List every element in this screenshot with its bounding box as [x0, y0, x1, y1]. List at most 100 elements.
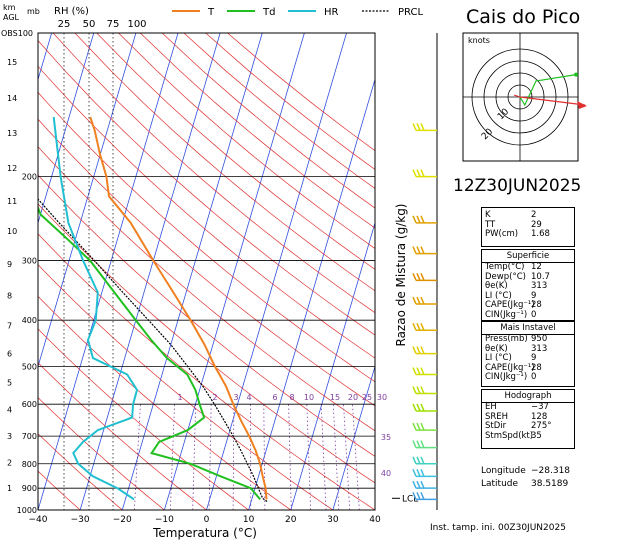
- legend-label: PRCL: [398, 7, 423, 18]
- latitude: Latitude 38.5189: [481, 479, 568, 489]
- unstable-row-label: CIN(Jkg⁻¹): [485, 372, 528, 382]
- mixing-ratio-line: [208, 404, 212, 510]
- wind-barb: [412, 367, 437, 376]
- wind-barb: [412, 123, 437, 132]
- isotherm: [206, 33, 347, 510]
- mixing-ratio-line: [332, 404, 340, 510]
- dry-adiabat: [38, 362, 207, 510]
- mixing-ratio-label: 35: [381, 433, 391, 442]
- surface-row-label: Temp(°C): [485, 262, 525, 272]
- tt-value: 29: [531, 219, 542, 230]
- pressure-tick: 700: [22, 432, 37, 441]
- x-tick: −10: [155, 515, 174, 525]
- mixing-ratio-line: [192, 404, 197, 510]
- unstable-row-label: Press(mb): [485, 334, 528, 344]
- k-value: 2: [531, 210, 537, 220]
- mixing-ratio-label: 40: [381, 469, 391, 478]
- unstable-row-label: LI (°C): [485, 353, 512, 363]
- height-tick: 11: [7, 197, 17, 206]
- dry-adiabat: [140, 33, 375, 229]
- wind-barb: [412, 322, 437, 332]
- dry-adiabat: [38, 65, 375, 359]
- x-tick: −30: [71, 515, 90, 525]
- latitude-label: Latitude: [481, 479, 519, 489]
- surface-panel: Superficie Temp(°C) 12 Dewp(°C) 10.7 θe(K) 31…: [481, 249, 575, 321]
- plot-frame: [37, 32, 376, 511]
- unstable-row: Press(mb) 950: [482, 334, 574, 345]
- mixing-ratio-label: 20: [348, 393, 358, 402]
- x-tick: −40: [29, 515, 48, 525]
- unstable-row-value: 28: [531, 362, 542, 373]
- pressure-tick: 400: [22, 316, 37, 325]
- x-axis-label: Temperatura (°C): [152, 526, 257, 540]
- surface-row: Temp(°C) 12: [482, 262, 574, 273]
- height-tick: 7: [7, 321, 12, 330]
- height-tick: 12: [7, 164, 17, 173]
- mixing-ratio-line: [232, 404, 235, 510]
- height-tick: 1: [7, 484, 12, 493]
- dry-adiabat: [38, 174, 375, 457]
- hodograph_panel-row-value: −37: [531, 402, 549, 412]
- unstable-row-value: 0: [531, 372, 537, 382]
- isotherm: [248, 78, 375, 510]
- wind-barb: [412, 492, 437, 501]
- wind-barb: [412, 296, 437, 305]
- unstable-row-value: 9: [531, 353, 537, 363]
- height-tick: 3: [7, 432, 12, 441]
- wind-barb: [412, 386, 437, 395]
- site-title: Cais do Pico: [466, 6, 581, 28]
- dry-adiabat: [38, 203, 375, 484]
- pressure-tick: 200: [22, 173, 37, 182]
- tt-label: TT: [485, 219, 496, 230]
- dewpoint-line: [38, 204, 261, 501]
- height-tick: 4: [7, 405, 12, 414]
- wind-barb: [412, 403, 437, 412]
- mb-header: mb: [27, 7, 40, 16]
- legend-label: T: [207, 7, 215, 18]
- surface-row-value: 12: [531, 262, 542, 272]
- x-tick: 20: [285, 515, 297, 525]
- dry-adiabat: [38, 233, 375, 510]
- mixing-ratio-line: [343, 404, 351, 510]
- unstable-row-value: 950: [531, 334, 548, 344]
- surface-row-value: 9: [531, 290, 537, 301]
- rh-header: RH (%): [54, 6, 89, 17]
- dry-adiabat: [38, 146, 375, 432]
- plot-area: [38, 33, 375, 510]
- k-label: K: [485, 210, 491, 220]
- hodograph-label: knots: [468, 36, 490, 45]
- pw-label: PW(cm): [485, 229, 519, 239]
- x-tick: 0: [204, 515, 210, 525]
- hodograph_panel-row-label: StmSpd(kt): [485, 430, 534, 441]
- surface-row: CIN(Jkg⁻¹) 0: [482, 310, 574, 321]
- x-tick: 10: [243, 515, 255, 525]
- right-axis-label: Razao de Mistura (g/kg): [394, 204, 408, 347]
- dry-adiabat: [38, 433, 123, 510]
- mixing-ratio-line: [263, 404, 266, 510]
- surface-row-label: LI (°C): [485, 290, 512, 301]
- surface-row: CAPE(Jkg⁻¹) 28: [482, 300, 574, 311]
- hodograph-title: Hodograph: [482, 390, 574, 403]
- surface-row-label: CAPE(Jkg⁻¹): [485, 300, 535, 310]
- surface-row-label: θe(K): [485, 281, 508, 291]
- height-header-agl: AGL: [3, 13, 20, 22]
- unstable-title: Mais Instavel: [482, 322, 574, 335]
- wind-barb: [412, 440, 437, 449]
- pressure-tick: 800: [22, 460, 37, 469]
- indices-panel: K 2 TT 29 PW(cm) 1.68: [481, 207, 575, 247]
- hodograph_panel-row: StDir 275°: [482, 421, 574, 432]
- mixing-ratio-label: 1: [177, 393, 182, 402]
- rh-tick: 50: [83, 19, 96, 30]
- pressure-tick: 900: [22, 484, 37, 493]
- isotherm: [38, 33, 95, 225]
- dry-adiabat: [52, 33, 375, 314]
- hodograph_panel-row-value: 128: [531, 411, 548, 422]
- unstable-row: θe(K) 313: [482, 344, 574, 355]
- wind-barb: [412, 469, 437, 478]
- wind-barb: [412, 480, 437, 489]
- mixing-ratio-label: 30: [377, 393, 387, 402]
- hodograph_panel-row-label: StDir: [485, 421, 507, 431]
- surface-row: LI (°C) 9: [482, 290, 574, 302]
- mean-wind-vector: [513, 94, 521, 98]
- surface-row-label: Dewp(°C): [485, 271, 526, 282]
